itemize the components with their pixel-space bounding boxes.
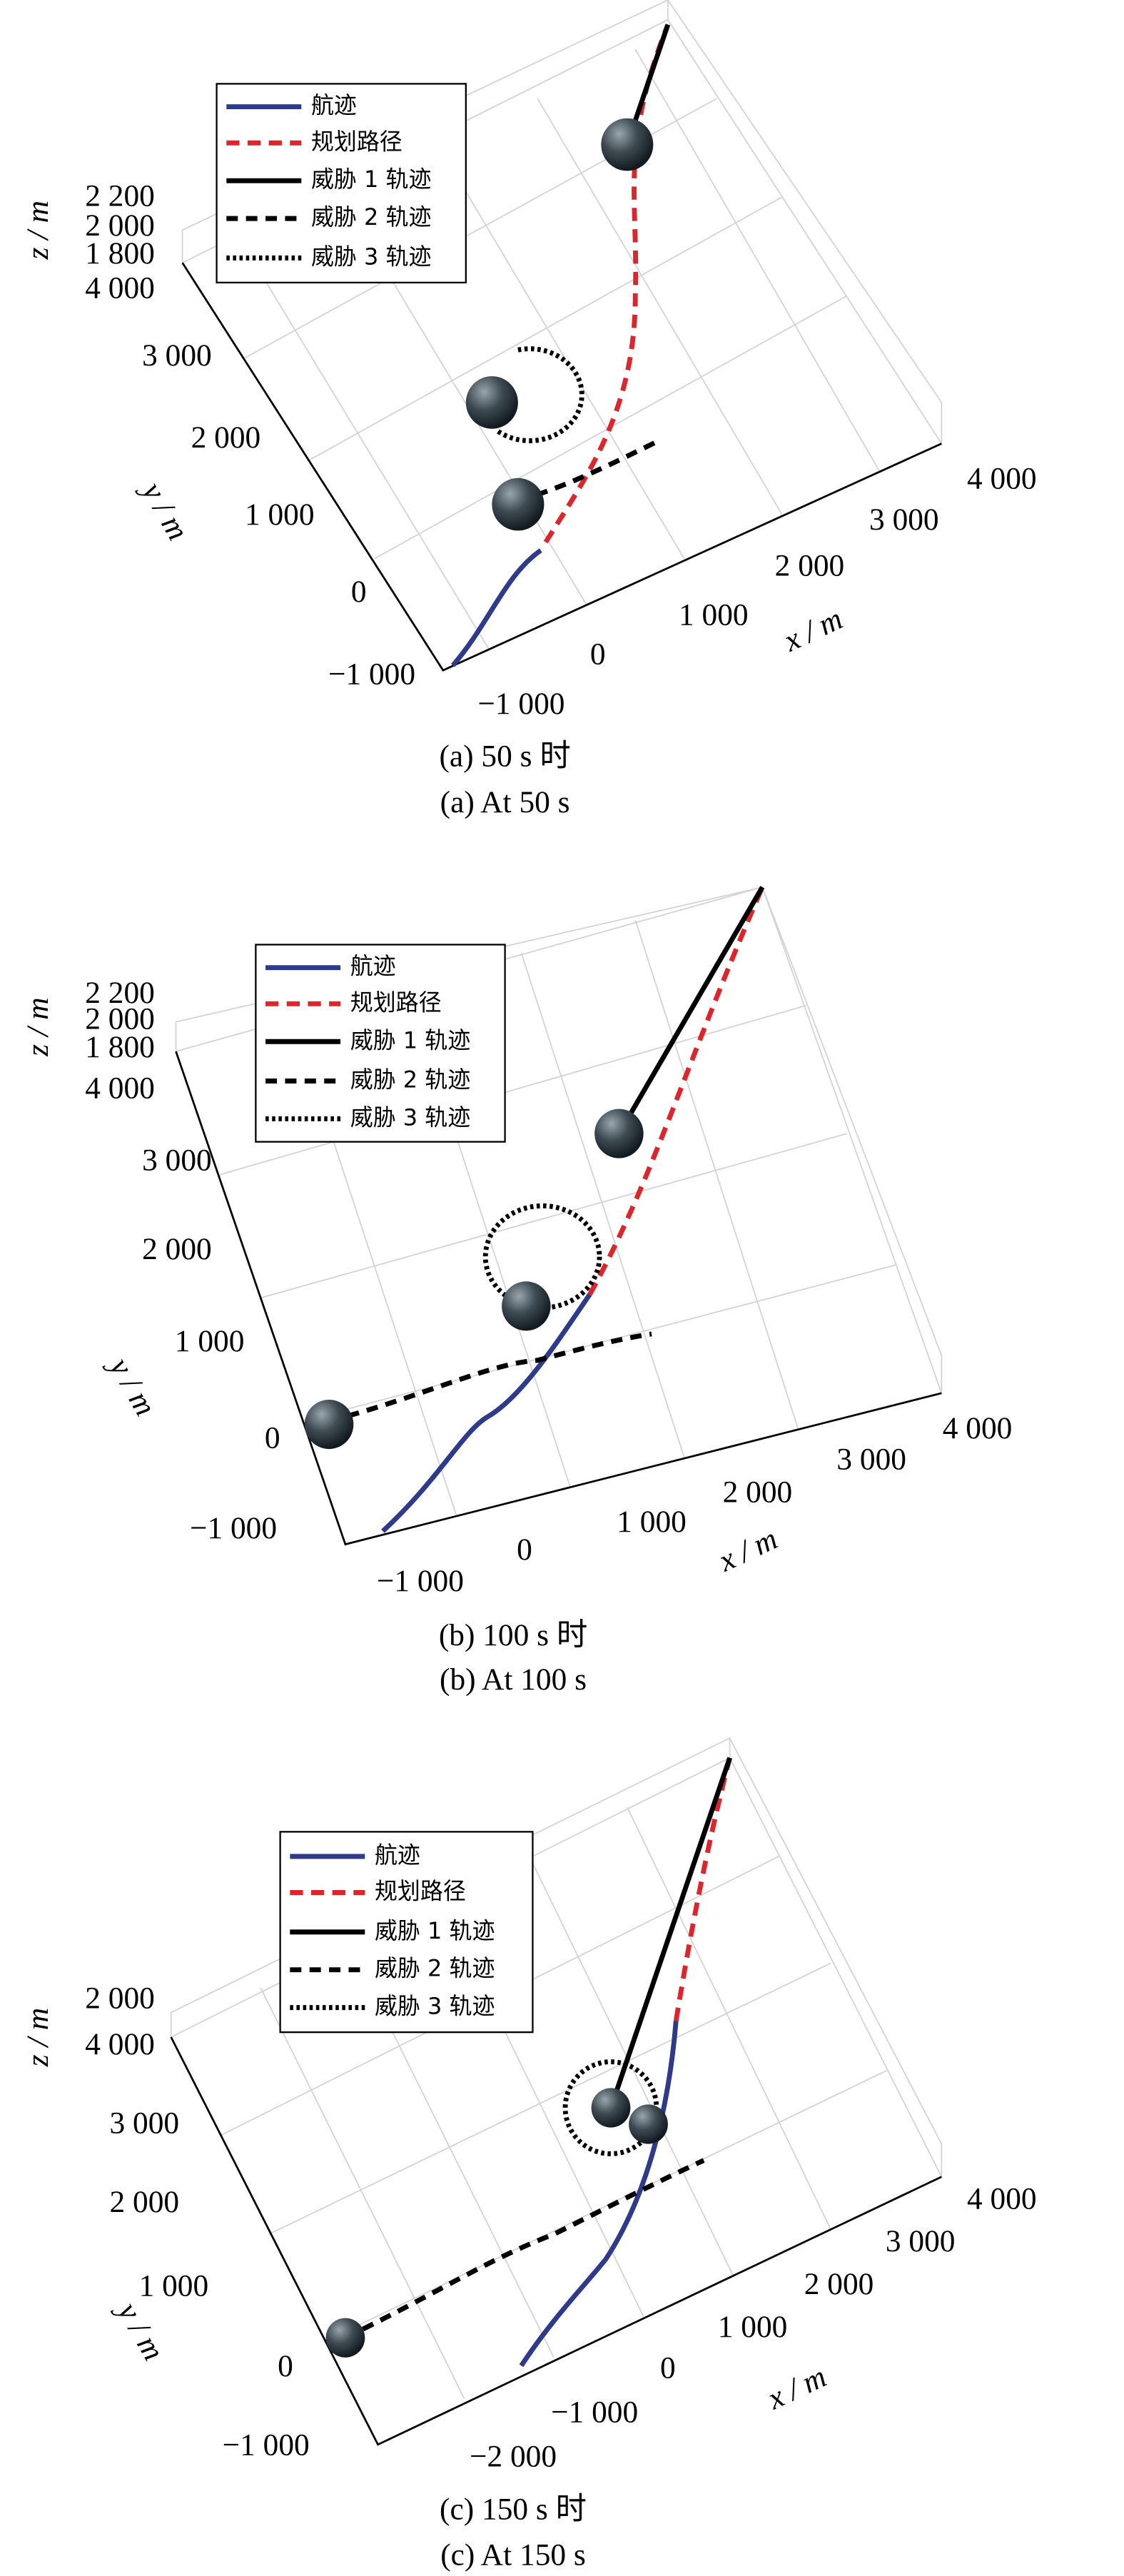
z-tick-label: 4 000: [85, 1071, 155, 1105]
z-tick-label: 2 000: [85, 208, 155, 243]
y-tick-label: 0: [351, 575, 367, 609]
y-tick-label: 2 000: [142, 1232, 212, 1266]
plot-b: [175, 886, 943, 1546]
y-tick-label: 1 000: [175, 1324, 245, 1358]
x-axis-label: x / m: [762, 2359, 832, 2416]
x-tick-label: 3 000: [836, 1442, 906, 1476]
caption-cn: (a) 50 s 时: [439, 739, 570, 773]
legend-label: 威胁 2 轨迹: [375, 1955, 495, 1982]
x-axis-label: x / m: [778, 602, 848, 659]
legend-label: 威胁 1 轨迹: [375, 1917, 495, 1944]
y-tick-label: 2 000: [191, 420, 261, 455]
z-tick-label: 2 000: [85, 1981, 155, 2015]
y-tick-label: 1 000: [245, 497, 315, 532]
x-tick-label: 4 000: [967, 2181, 1037, 2216]
legend-label: 规划路径: [375, 1877, 466, 1904]
x-tick-label: 4 000: [943, 1411, 1013, 1445]
x-tick-label: −2 000: [470, 2439, 557, 2473]
z-tick-label: 2 200: [85, 178, 155, 213]
legend-label: 威胁 1 轨迹: [311, 166, 431, 193]
caption-en: (a) At 50 s: [440, 785, 570, 819]
legend-label: 规划路径: [350, 989, 442, 1016]
legend-label: 威胁 1 轨迹: [350, 1026, 470, 1054]
y-tick-label: 2 000: [110, 2185, 180, 2219]
y-axis-label: y / m: [101, 1350, 163, 1422]
z-axis-label: z / m: [21, 201, 55, 261]
y-tick-label: 3 000: [110, 2106, 180, 2140]
x-tick-label: 3 000: [886, 2224, 956, 2258]
z-tick-label: 1 800: [85, 1030, 155, 1064]
x-axis-label: x / m: [713, 1522, 783, 1579]
x-tick-label: 1 000: [617, 1505, 687, 1539]
z-tick-label: 2 000: [85, 1002, 155, 1036]
z-tick-label: 4 000: [85, 271, 155, 305]
z-tick-label: 2 200: [85, 976, 155, 1010]
y-tick-label: 3 000: [142, 338, 212, 373]
y-axis-label: y / m: [134, 474, 196, 546]
legend-label: 航迹: [375, 1842, 420, 1869]
y-tick-label: −1 000: [328, 657, 415, 691]
x-tick-label: 2 000: [723, 1475, 793, 1509]
y-axis-label: y / m: [110, 2294, 171, 2366]
plot-a: [181, 0, 943, 672]
legend-label: 航迹: [311, 92, 357, 119]
x-tick-label: 1 000: [679, 597, 749, 632]
z-tick-label: 4 000: [85, 2027, 155, 2061]
y-tick-label: −1 000: [190, 1511, 277, 1545]
x-tick-label: 0: [590, 637, 606, 672]
x-tick-label: 4 000: [967, 461, 1037, 495]
legend-label: 威胁 3 轨迹: [311, 243, 431, 270]
legend-label: 规划路径: [311, 128, 402, 155]
x-tick-label: 0: [517, 1532, 532, 1567]
x-tick-label: 2 000: [775, 548, 845, 582]
legend-label: 威胁 2 轨迹: [311, 203, 431, 231]
legend-label: 航迹: [350, 953, 396, 980]
z-axis-label: z / m: [21, 2008, 55, 2068]
y-tick-label: 3 000: [142, 1143, 212, 1177]
x-tick-label: 2 000: [804, 2267, 874, 2301]
y-tick-label: 0: [265, 1420, 280, 1455]
x-tick-label: 3 000: [869, 502, 939, 537]
legend-label: 威胁 2 轨迹: [350, 1066, 470, 1093]
x-tick-label: −1 000: [377, 1564, 464, 1598]
caption-en: (c) At 150 s: [440, 2538, 586, 2572]
caption-cn: (b) 100 s 时: [439, 1618, 587, 1652]
caption-cn: (c) 150 s 时: [440, 2492, 587, 2526]
y-tick-label: −1 000: [223, 2428, 310, 2462]
legend-label: 威胁 3 轨迹: [350, 1103, 470, 1131]
z-tick-label: 1 800: [85, 236, 155, 271]
x-tick-label: −1 000: [551, 2395, 638, 2429]
y-tick-label: 1 000: [139, 2268, 209, 2303]
x-tick-label: 1 000: [718, 2310, 788, 2344]
x-tick-label: 0: [660, 2350, 676, 2385]
x-tick-label: −1 000: [477, 687, 564, 721]
z-axis-label: z / m: [21, 997, 55, 1057]
caption-en: (b) At 100 s: [440, 1662, 587, 1697]
y-tick-label: 0: [278, 2349, 293, 2383]
legend-label: 威胁 3 轨迹: [375, 1993, 495, 2020]
